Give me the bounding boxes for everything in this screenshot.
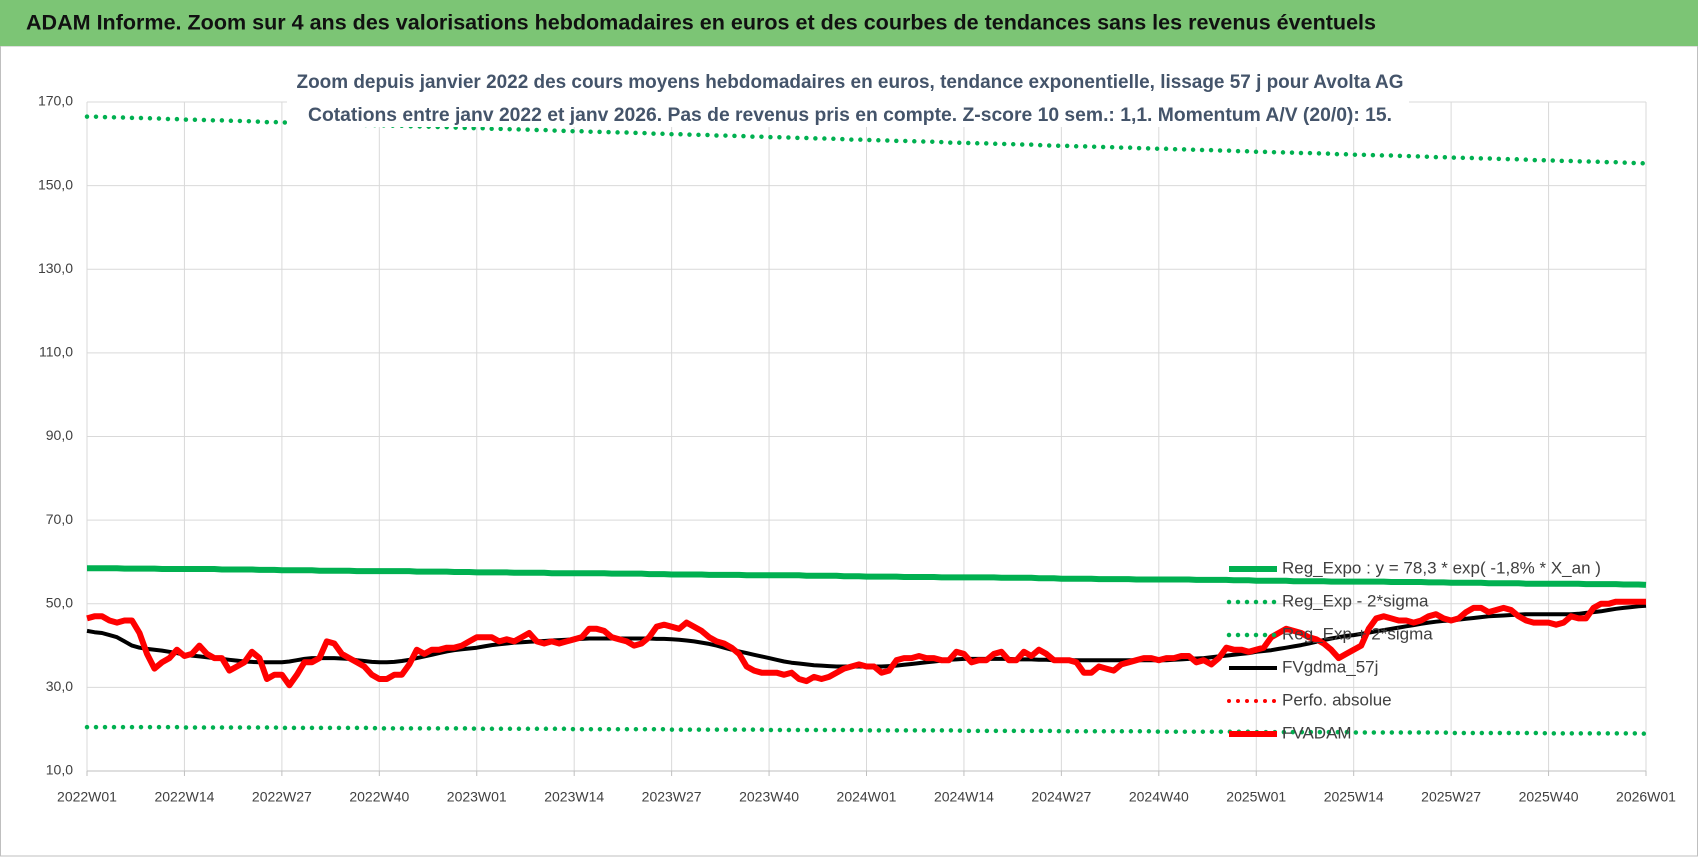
legend-label: Reg_Exp - 2*sigma xyxy=(1282,591,1429,610)
y-tick-label: 150,0 xyxy=(38,176,73,192)
x-tick-label: 2024W40 xyxy=(1129,789,1189,805)
series-line xyxy=(84,724,1649,737)
legend-label: Reg_Exp + 2*sigma xyxy=(1282,624,1433,643)
x-tick-label: 2023W27 xyxy=(642,789,702,805)
x-tick-label: 2025W14 xyxy=(1324,789,1384,805)
title-box xyxy=(287,64,1409,127)
x-tick-label: 2023W01 xyxy=(447,789,507,805)
legend: Reg_Expo : y = 78,3 * exp( -1,8% * X_an … xyxy=(1226,558,1601,742)
legend-label: Reg_Expo : y = 78,3 * exp( -1,8% * X_an … xyxy=(1282,558,1601,577)
y-tick-label: 170,0 xyxy=(38,93,73,109)
x-tick-label: 2024W27 xyxy=(1031,789,1091,805)
y-tick-label: 70,0 xyxy=(46,511,73,527)
header-title: ADAM Informe. Zoom sur 4 ans des valoris… xyxy=(26,12,1376,35)
header-bar xyxy=(0,0,1698,46)
x-tick-label: 2024W14 xyxy=(934,789,994,805)
legend-label: Perfo. absolue xyxy=(1282,690,1392,709)
x-tick-label: 2025W27 xyxy=(1421,789,1481,805)
x-tick-label: 2026W01 xyxy=(1616,789,1676,805)
x-tick-label: 2025W40 xyxy=(1519,789,1579,805)
y-tick-label: 90,0 xyxy=(46,427,73,443)
y-tick-label: 30,0 xyxy=(46,678,73,694)
legend-label: FVgdma_57j xyxy=(1282,657,1378,676)
x-tick-label: 2022W01 xyxy=(57,789,117,805)
y-tick-label: 110,0 xyxy=(39,344,73,360)
x-tick-label: 2023W40 xyxy=(739,789,799,805)
series-line xyxy=(87,565,1647,588)
x-tick-label: 2025W01 xyxy=(1226,789,1286,805)
x-tick-label: 2022W27 xyxy=(252,789,312,805)
frame xyxy=(0,45,1698,857)
y-tick-label: 50,0 xyxy=(46,594,73,610)
y-tick-label: 130,0 xyxy=(38,260,73,276)
x-tick-label: 2023W14 xyxy=(544,789,604,805)
chart-title: Zoom depuis janvier 2022 des cours moyen… xyxy=(297,72,1404,93)
y-tick-label: 10,0 xyxy=(46,762,73,778)
series-line xyxy=(86,598,1646,689)
legend-label: FVADAM xyxy=(1282,723,1352,742)
x-tick-label: 2024W01 xyxy=(837,789,897,805)
x-tick-label: 2022W40 xyxy=(349,789,409,805)
chart-subtitle: Cotations entre janv 2022 et janv 2026. … xyxy=(308,105,1392,126)
x-tick-label: 2022W14 xyxy=(154,789,214,805)
